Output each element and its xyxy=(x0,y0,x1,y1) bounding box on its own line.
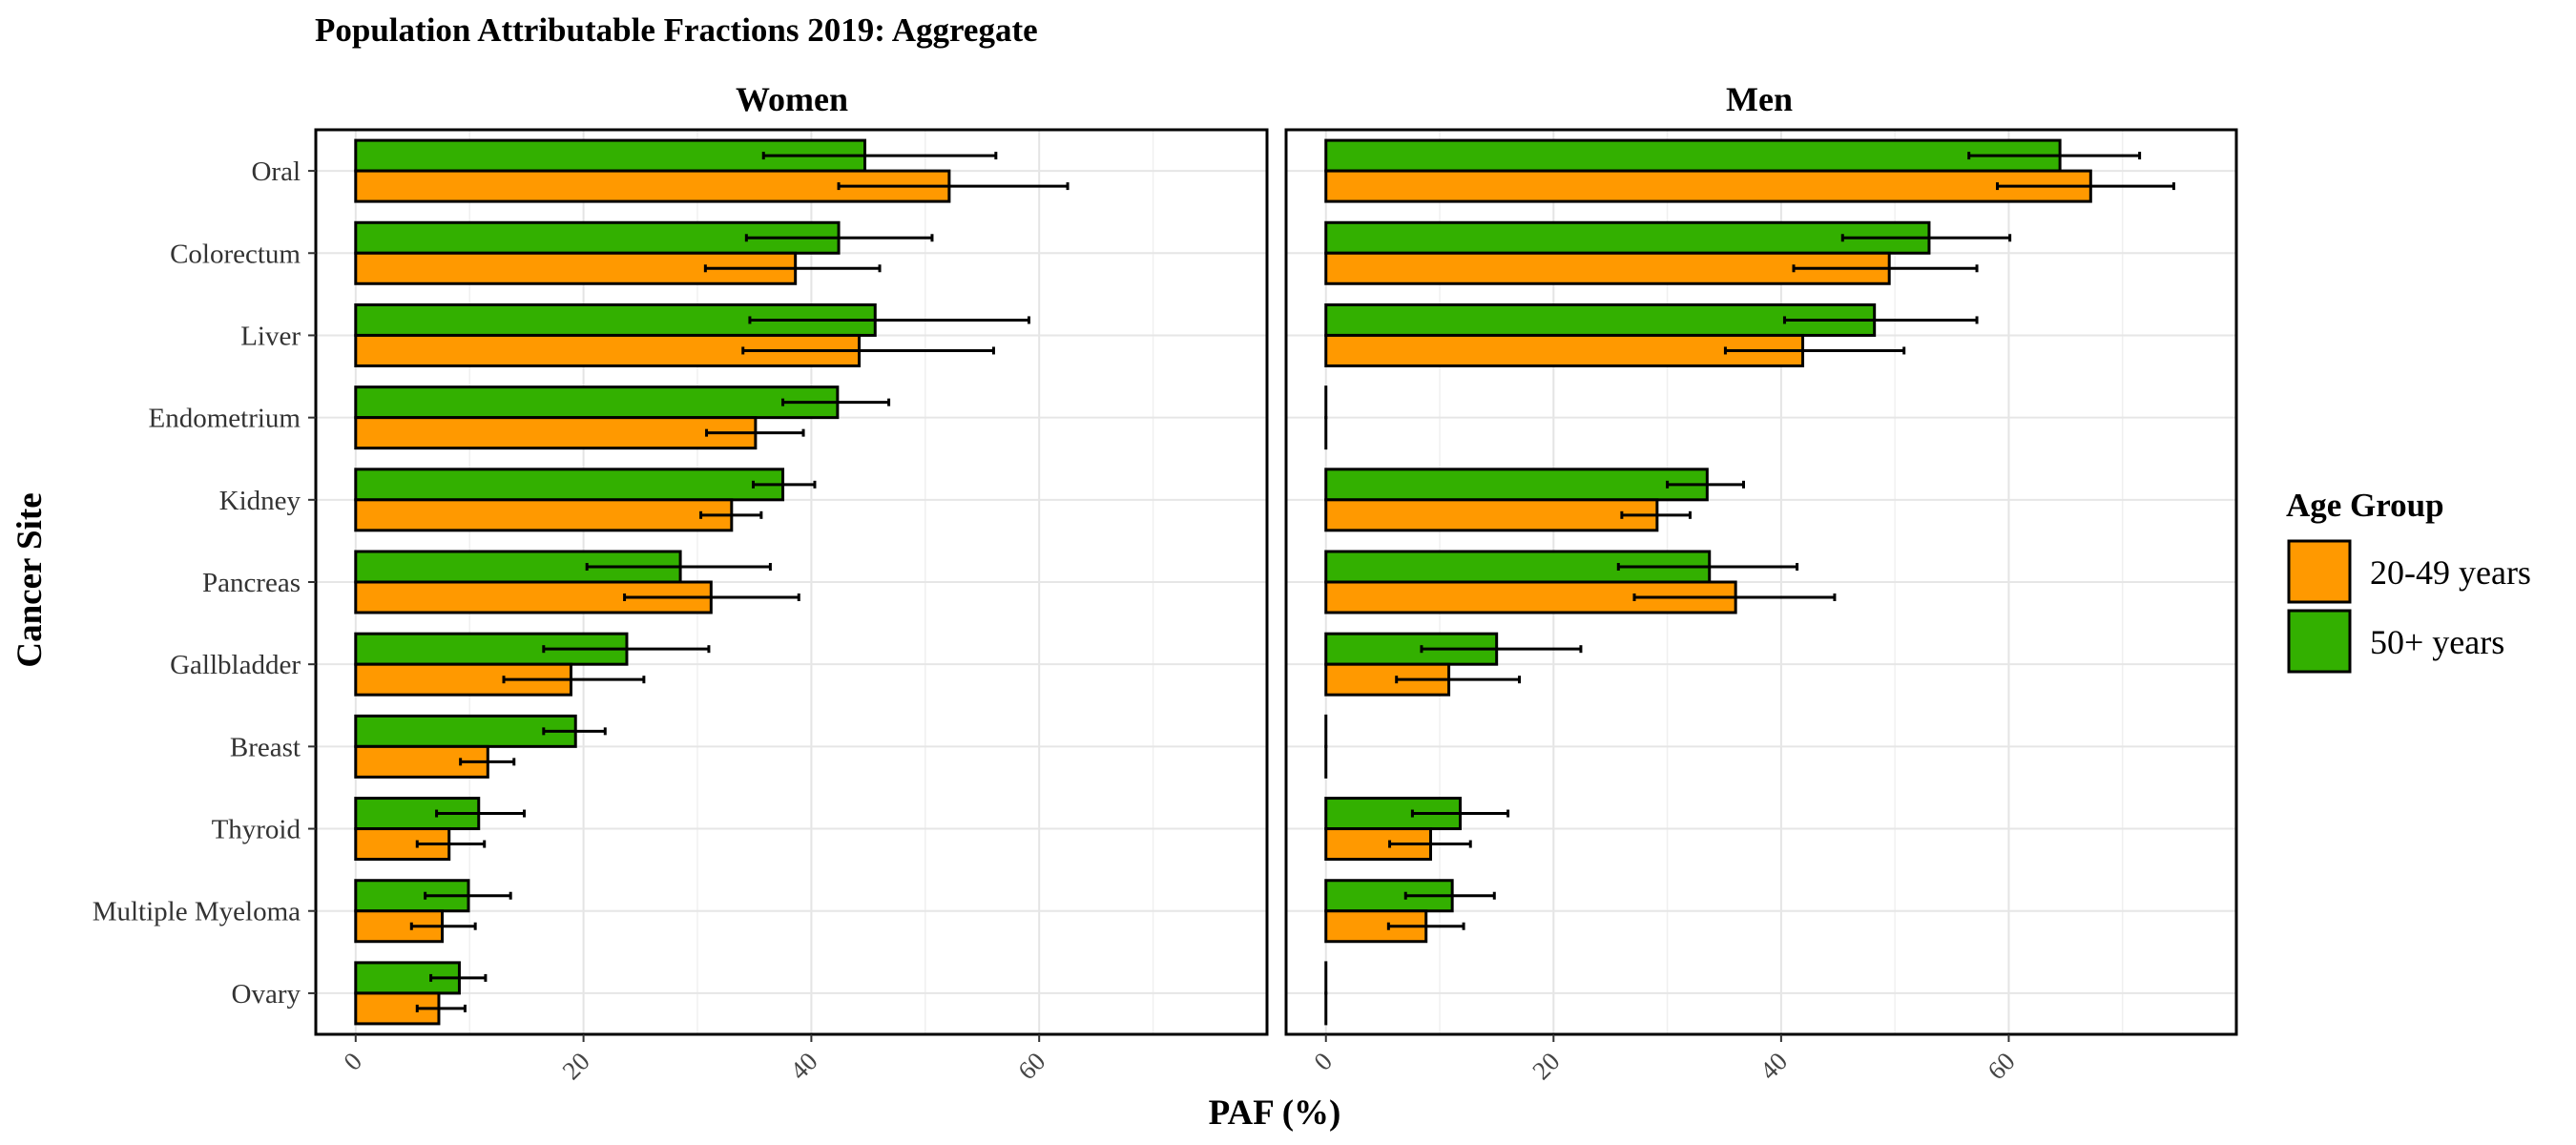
y-tick-label: Kidney xyxy=(219,486,301,516)
error-bar-women-oral-50-years xyxy=(761,152,998,160)
error-bar-women-ovary-20-49-years xyxy=(415,1004,467,1012)
chart-title: Population Attributable Fractions 2019: … xyxy=(315,11,1038,49)
error-bar-men-gallbladder-20-49-years xyxy=(1395,676,1522,684)
bar-men-oral-20-49-years xyxy=(1324,169,2092,203)
y-tick-label: Colorectum xyxy=(170,239,301,269)
error-bar-women-colorectum-50-years xyxy=(744,234,934,242)
y-tick-label: Endometrium xyxy=(149,404,301,434)
y-tick-label: Liver xyxy=(240,321,301,351)
error-bar-men-thyroid-20-49-years xyxy=(1388,840,1472,848)
error-bar-women-kidney-50-years xyxy=(752,480,817,489)
bar-men-oral-50-years xyxy=(1324,138,2062,173)
bar-men-kidney-50-years xyxy=(1324,468,1709,502)
error-bar-women-ovary-50-years xyxy=(429,973,488,982)
x-tick-label: 0 xyxy=(1308,1047,1338,1076)
error-bar-men-pancreas-50-years xyxy=(1616,563,1799,571)
error-bar-women-multiple-myeloma-50-years xyxy=(424,891,512,900)
panel-men: 0 20 40 60 xyxy=(1284,128,2238,1085)
y-tick-label: Gallbladder xyxy=(170,650,301,680)
x-tick-label: 20 xyxy=(1527,1047,1565,1085)
legend-label-50plus: 50+ years xyxy=(2370,623,2504,661)
y-axis-labels: Oral Colorectum Liver Endometrium Kidney Panc… xyxy=(93,156,316,1010)
error-bar-men-kidney-20-49-years xyxy=(1620,510,1692,519)
legend-label-20-49: 20-49 years xyxy=(2370,553,2531,592)
panel-border xyxy=(1284,128,2238,1036)
x-tick-label: 40 xyxy=(1755,1047,1793,1085)
error-bar-men-multiple-myeloma-50-years xyxy=(1403,891,1496,900)
error-bar-men-colorectum-50-years xyxy=(1840,234,2012,242)
error-bar-men-oral-20-49-years xyxy=(1996,182,2175,191)
x-tick-label: 20 xyxy=(557,1047,595,1085)
error-bar-women-multiple-myeloma-20-49-years xyxy=(409,922,477,930)
y-tick-label: Oral xyxy=(251,156,301,187)
error-bar-men-gallbladder-50-years xyxy=(1420,645,1583,654)
error-bar-women-pancreas-20-49-years xyxy=(623,593,800,601)
bar-men-liver-20-49-years xyxy=(1324,333,1805,367)
error-bar-women-liver-20-49-years xyxy=(741,346,995,355)
legend: Age Group 20-49 years 50+ years xyxy=(2286,487,2531,674)
bar-men-kidney-20-49-years xyxy=(1324,498,1659,532)
error-bar-women-gallbladder-20-49-years xyxy=(502,676,646,684)
panel-women: 0 20 40 60 xyxy=(314,128,1269,1085)
bar-women-endometrium-50-years xyxy=(354,385,840,420)
error-bar-women-thyroid-50-years xyxy=(435,809,527,818)
y-tick-label: Multiple Myeloma xyxy=(93,897,301,927)
panel-title-men: Men xyxy=(1726,80,1793,118)
error-bar-men-liver-20-49-years xyxy=(1723,346,1906,355)
x-axis-title: PAF (%) xyxy=(1209,1093,1341,1133)
error-bar-women-breast-20-49-years xyxy=(459,758,516,766)
error-bar-men-kidney-50-years xyxy=(1666,480,1746,489)
x-tick-label: 60 xyxy=(1012,1047,1050,1085)
error-bar-women-breast-50-years xyxy=(542,727,607,736)
bar-women-kidney-50-years xyxy=(354,468,785,502)
error-bar-women-gallbladder-50-years xyxy=(542,645,711,654)
y-tick-label: Ovary xyxy=(232,979,301,1010)
x-tick-label: 0 xyxy=(338,1047,367,1076)
error-bar-men-pancreas-20-49-years xyxy=(1632,593,1837,601)
error-bar-men-oral-50-years xyxy=(1967,152,2142,160)
error-bar-women-kidney-20-49-years xyxy=(699,510,763,519)
y-tick-label: Thyroid xyxy=(212,815,301,845)
y-tick-label: Pancreas xyxy=(202,568,301,598)
error-bar-men-multiple-myeloma-20-49-years xyxy=(1386,922,1465,930)
error-bar-men-thyroid-50-years xyxy=(1410,809,1510,818)
bar-men-colorectum-50-years xyxy=(1324,220,1931,255)
error-bar-men-liver-50-years xyxy=(1782,316,1979,324)
x-tick-label: 60 xyxy=(1982,1047,2020,1085)
bar-women-endometrium-20-49-years xyxy=(354,416,758,450)
panel-title-women: Women xyxy=(736,80,848,118)
error-bar-women-thyroid-20-49-years xyxy=(415,840,487,848)
error-bar-women-colorectum-20-49-years xyxy=(703,264,882,273)
y-tick-label: Breast xyxy=(230,732,301,762)
legend-title: Age Group xyxy=(2286,487,2444,524)
error-bar-women-pancreas-50-years xyxy=(585,563,772,571)
error-bar-women-oral-20-49-years xyxy=(837,182,1070,191)
bar-women-kidney-20-49-years xyxy=(354,498,734,532)
bar-men-liver-50-years xyxy=(1324,302,1877,337)
x-tick-label: 40 xyxy=(784,1047,822,1085)
legend-swatch-20-49 xyxy=(2287,539,2352,604)
error-bar-women-liver-50-years xyxy=(748,316,1030,324)
error-bar-women-endometrium-50-years xyxy=(781,398,891,406)
error-bar-women-endometrium-20-49-years xyxy=(705,428,805,437)
y-axis-title: Cancer Site xyxy=(10,492,50,667)
error-bar-men-colorectum-20-49-years xyxy=(1792,264,1979,273)
legend-swatch-50plus xyxy=(2287,609,2352,674)
